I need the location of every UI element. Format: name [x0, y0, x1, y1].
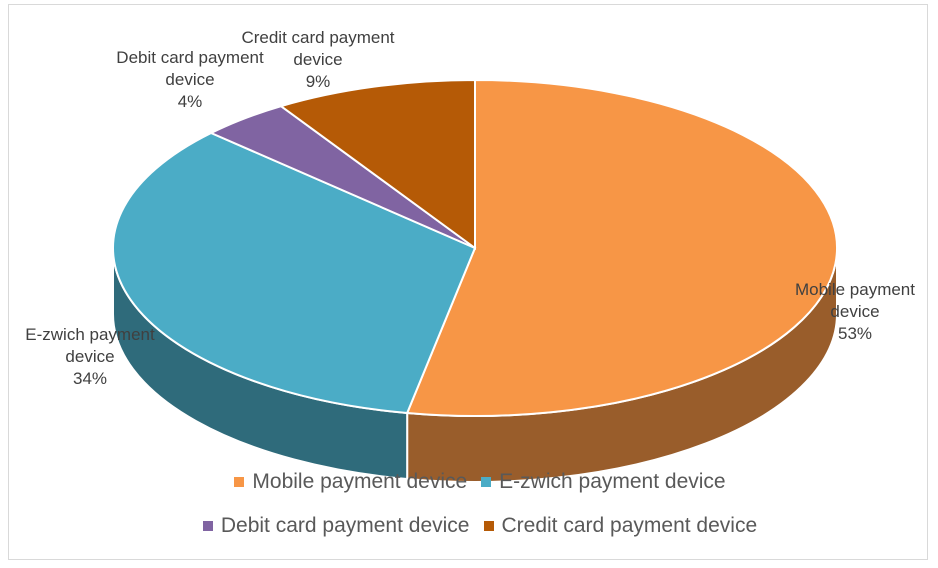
- legend-item: Debit card payment device: [202, 514, 470, 538]
- legend-label: E-zwich payment device: [499, 470, 726, 493]
- data-label: Credit card payment device 9%: [238, 27, 398, 93]
- legend-swatch: [202, 521, 213, 531]
- slice: [112, 131, 477, 415]
- legend-item: E-zwich payment device: [481, 470, 726, 494]
- legend: Mobile payment device E-zwich payment dev…: [130, 470, 830, 538]
- legend-label: Credit card payment device: [501, 514, 758, 537]
- legend-swatch: [234, 477, 245, 487]
- data-label: Debit card payment device 4%: [110, 47, 270, 113]
- chart-frame: [8, 4, 928, 560]
- data-label-value: 4%: [177, 92, 203, 111]
- legend-item: Mobile payment device: [234, 470, 467, 494]
- legend-label: Mobile payment device: [252, 470, 468, 493]
- data-label: E-zwich payment device 34%: [10, 324, 170, 390]
- legend-swatch: [481, 477, 492, 487]
- data-label-value: 34%: [72, 369, 108, 388]
- legend-label: Debit card payment device: [220, 514, 470, 537]
- data-label-category: Credit card payment device: [241, 28, 395, 69]
- data-label-value: 9%: [305, 72, 331, 91]
- data-label-value: 53%: [837, 324, 873, 343]
- legend-item: Credit card payment device: [483, 514, 758, 538]
- legend-swatch: [483, 521, 494, 531]
- slice: [405, 78, 838, 417]
- data-label: Mobile payment device 53%: [775, 279, 935, 345]
- data-label-category: Debit card payment device: [116, 48, 264, 89]
- slice: [278, 78, 476, 250]
- data-label-category: Mobile payment device: [794, 280, 915, 321]
- data-label-category: E-zwich payment device: [25, 325, 155, 366]
